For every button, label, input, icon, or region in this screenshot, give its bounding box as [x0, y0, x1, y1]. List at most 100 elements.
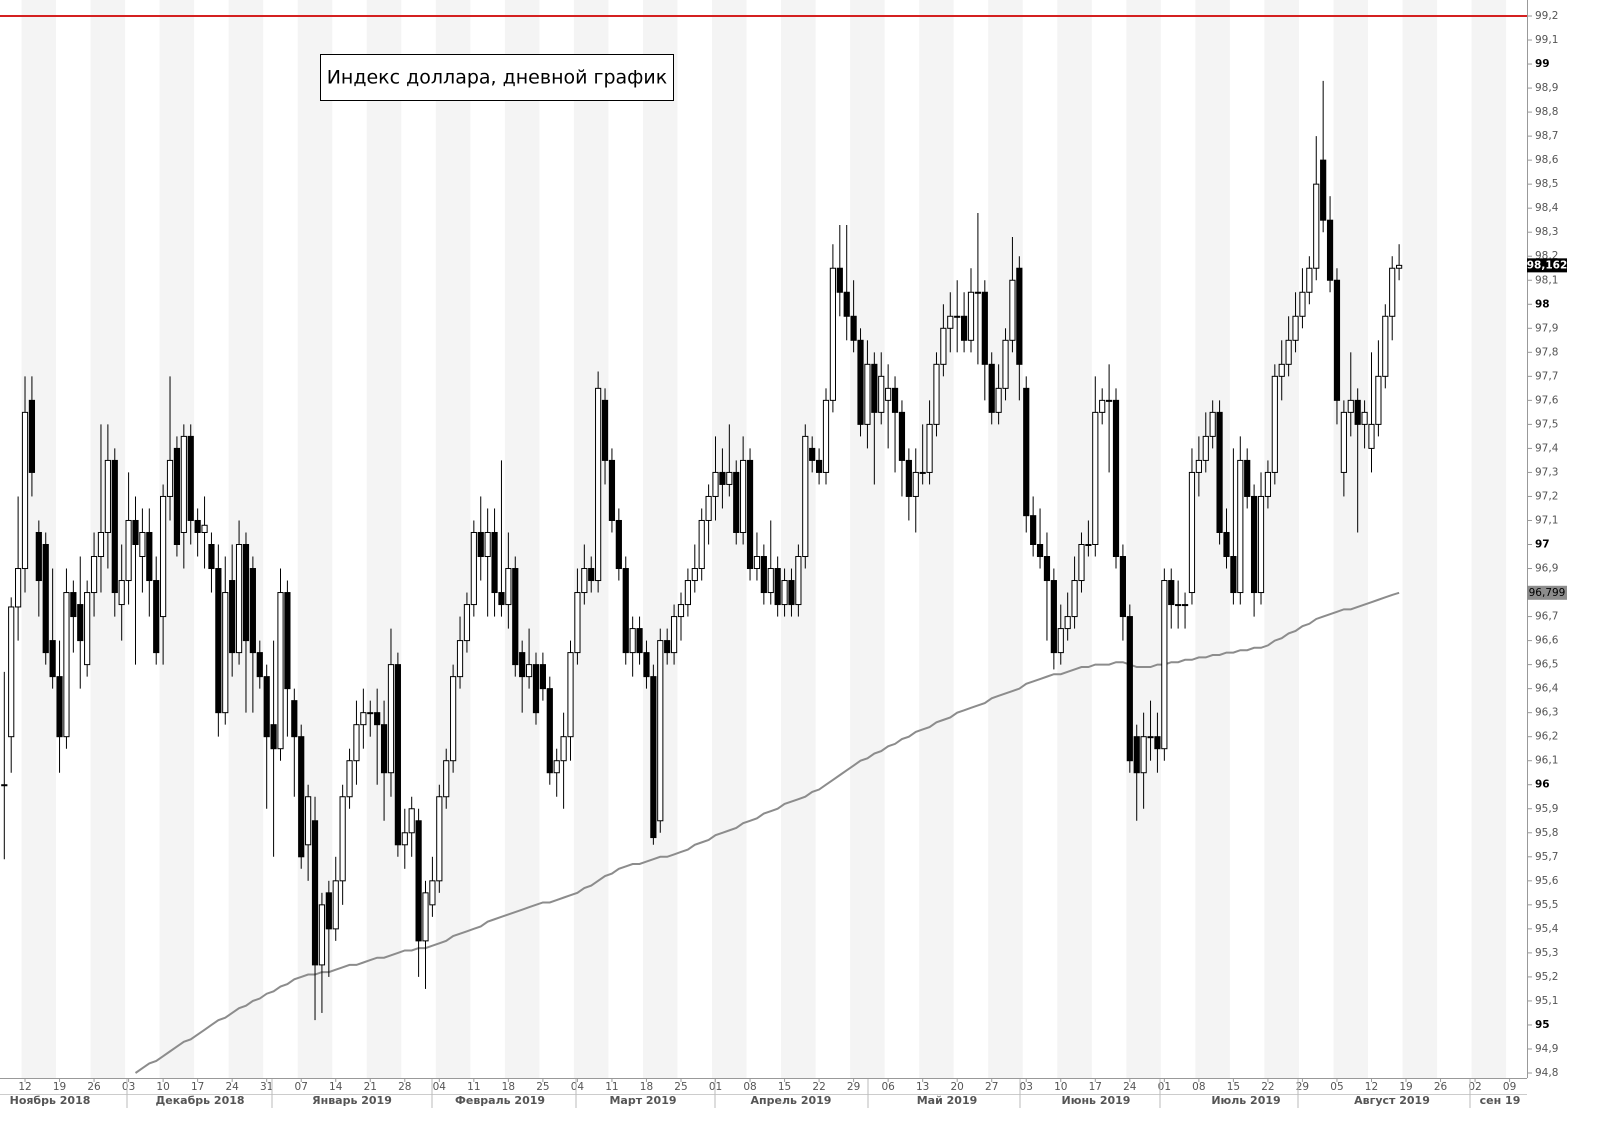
candle-body	[650, 676, 657, 839]
y-tick-label: 98	[1535, 298, 1550, 310]
candle-body	[995, 387, 1002, 413]
candle-body	[1251, 495, 1258, 594]
y-tick-label: 96,9	[1535, 563, 1558, 575]
candle-body	[1389, 267, 1396, 317]
week-band	[1126, 0, 1161, 1078]
candle-body	[519, 652, 526, 678]
candle-body	[1057, 628, 1064, 654]
candle-body	[1278, 363, 1285, 377]
candle-body	[1154, 736, 1161, 750]
candle-body	[905, 459, 912, 497]
y-tick-label: 96,4	[1535, 683, 1559, 695]
candle-body	[104, 459, 111, 533]
week-band	[919, 0, 954, 1078]
candle-body	[84, 592, 91, 666]
x-tick-label: 28	[398, 1081, 411, 1093]
candle-body	[1285, 339, 1292, 365]
y-tick-label: 95,3	[1535, 947, 1558, 959]
candle-body	[574, 592, 581, 654]
week-band	[642, 0, 678, 1078]
candle-body	[1271, 375, 1278, 473]
candle-body	[829, 267, 836, 401]
candle-body	[1119, 556, 1127, 618]
candle-body	[332, 880, 339, 930]
y-tick-label: 95,5	[1535, 899, 1558, 911]
x-tick-label: 26	[1434, 1081, 1448, 1093]
candle-body	[926, 423, 933, 473]
x-tick-label: 19	[53, 1081, 66, 1093]
y-tick-label: 95,9	[1535, 803, 1558, 815]
x-tick-label: 09	[1503, 1081, 1516, 1093]
candle-body	[954, 315, 961, 318]
candle-body	[774, 568, 781, 606]
candle-body	[346, 760, 353, 798]
month-label: Апрель 2019	[751, 1094, 832, 1107]
x-tick-label: 12	[18, 1081, 31, 1093]
candle-body	[802, 435, 809, 558]
x-tick-label: 11	[605, 1081, 618, 1093]
x-tick-label: 03	[122, 1081, 135, 1093]
candle-body	[1043, 556, 1051, 582]
x-tick-label: 11	[467, 1081, 480, 1093]
candle-body	[1099, 399, 1106, 413]
candle-body	[1140, 736, 1147, 774]
x-tick-label: 27	[985, 1081, 998, 1093]
candle-body	[719, 471, 726, 485]
candle-body	[1320, 159, 1327, 221]
candle-body	[1106, 399, 1113, 402]
y-tick-label: 96,2	[1535, 731, 1558, 743]
x-tick-label: 08	[1192, 1081, 1205, 1093]
y-tick-label: 96,1	[1535, 755, 1558, 767]
candle-body	[940, 327, 947, 365]
month-label: Январь 2019	[312, 1094, 392, 1107]
candle-body	[374, 712, 381, 726]
y-tick-label: 95,2	[1535, 971, 1558, 983]
candle-body	[871, 363, 878, 413]
x-tick-label: 10	[156, 1081, 169, 1093]
x-tick-label: 25	[674, 1081, 687, 1093]
candle-body	[229, 580, 236, 654]
candle-body	[767, 568, 774, 594]
candle-body	[49, 640, 56, 678]
candle-body	[1064, 616, 1071, 630]
month-label: Май 2019	[917, 1094, 978, 1107]
candle-body	[353, 724, 360, 762]
y-tick-label: 97,6	[1535, 394, 1559, 406]
candle-body	[677, 604, 685, 618]
candle-body	[1078, 544, 1085, 582]
candle-body	[1396, 264, 1403, 269]
y-tick-label: 95,1	[1535, 995, 1558, 1007]
candle-body	[111, 459, 118, 594]
x-tick-label: 26	[87, 1081, 101, 1093]
candle-body	[132, 519, 139, 546]
y-tick-label: 96,3	[1535, 707, 1558, 719]
candle-body	[256, 652, 263, 678]
candle-body	[63, 592, 70, 738]
candle-body	[222, 592, 229, 714]
candle-body	[891, 387, 899, 413]
y-tick-label: 97,4	[1535, 442, 1559, 454]
candle-body	[539, 664, 546, 690]
month-label: Февраль 2019	[455, 1094, 545, 1107]
month-label: Март 2019	[609, 1094, 676, 1107]
candle-body	[733, 471, 740, 533]
candle-body	[960, 315, 968, 341]
candle-body	[981, 291, 988, 365]
candle-body	[173, 447, 181, 545]
y-tick-label: 95,4	[1535, 923, 1559, 935]
candle-body	[305, 796, 312, 846]
candle-body	[864, 363, 871, 425]
candle-body	[705, 495, 712, 521]
y-tick-label: 96,5	[1535, 659, 1558, 671]
month-label: Ноябрь 2018	[10, 1094, 91, 1107]
x-tick-label: 03	[1020, 1081, 1033, 1093]
x-tick-label: 01	[1158, 1081, 1171, 1093]
x-tick-label: 07	[295, 1081, 308, 1093]
y-tick-label: 94,9	[1535, 1043, 1558, 1055]
candle-body	[311, 820, 319, 966]
candle-body	[1244, 459, 1251, 497]
y-tick-label: 95,7	[1535, 851, 1558, 863]
y-tick-label: 97,8	[1535, 346, 1558, 358]
x-tick-label: 12	[1365, 1081, 1378, 1093]
